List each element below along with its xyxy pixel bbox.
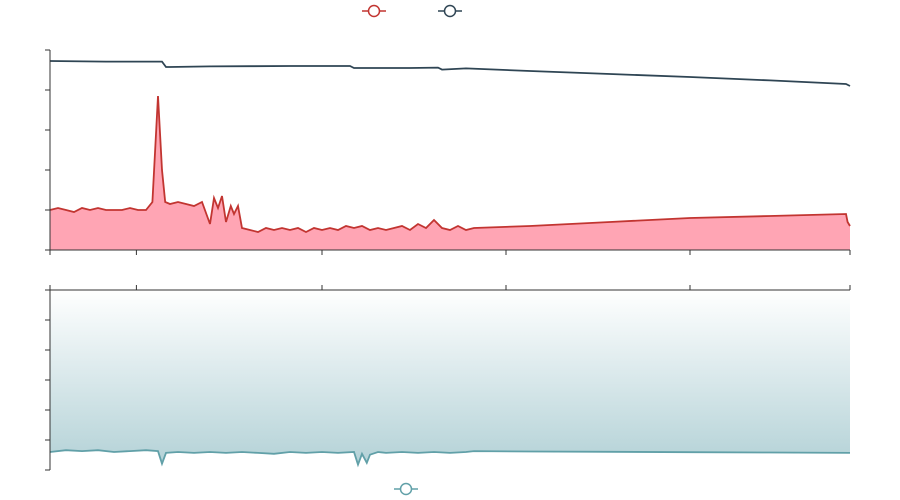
series-3-area [50,290,850,465]
plot-bottom [45,285,851,471]
legend-item-series-2[interactable] [438,4,462,18]
legend-series-1-marker [367,4,381,18]
legend-item-series-3[interactable] [394,482,418,496]
series-1-area [50,96,850,250]
plot-top [45,49,851,255]
series-2-line [49,60,851,87]
bottom-x-ticks [49,285,851,290]
top-x-ticks [49,250,851,255]
legend-series-2-marker [443,4,457,18]
legend-top[interactable] [362,4,462,18]
legend-bottom[interactable] [394,482,418,496]
bottom-y-ticks [45,289,50,471]
legend-item-series-1[interactable] [362,4,386,18]
series-1-line [49,95,851,234]
top-y-ticks [45,49,50,251]
legend-series-3-marker [399,482,413,496]
series-3-line [49,449,851,468]
